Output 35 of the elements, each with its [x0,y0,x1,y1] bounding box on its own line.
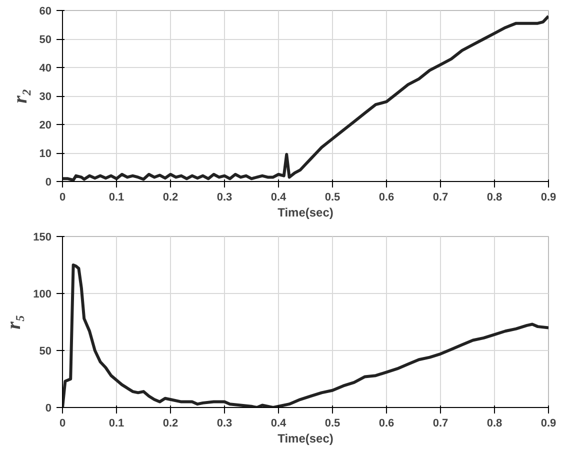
x-tick-label: 0.5 [324,192,340,204]
x-tick-label: 0.2 [162,192,178,204]
x-tick-label: 0.1 [108,192,124,204]
y-tick-label: 0 [45,402,52,414]
x-tick-label: 0.4 [270,418,288,430]
x-tick-label: 0.6 [378,418,394,430]
y-tick-label: 30 [39,91,52,103]
x-tick-label: 0.8 [486,418,502,430]
y-tick-label: 20 [39,120,52,132]
x-axis-title: Time(sec) [278,206,334,220]
x-axis-title: Time(sec) [278,432,334,446]
x-tick-label: 0.9 [540,192,556,204]
x-tick-label: 0.3 [216,192,232,204]
x-tick-label: 0.8 [486,192,502,204]
x-tick-label: 0 [59,418,66,430]
y-tick-label: 40 [39,62,52,74]
x-tick-label: 0.4 [270,192,288,204]
y-tick-label: 50 [39,346,52,358]
y-axis-title: r₂ [9,88,32,104]
x-tick-label: 0.7 [432,192,448,204]
y-tick-label: 100 [33,288,52,300]
x-tick-label: 0.3 [216,418,232,430]
x-tick-label: 0.5 [324,418,340,430]
x-tick-label: 0.9 [540,418,556,430]
y-axis-title: r₅ [3,314,26,330]
x-tick-label: 0 [59,192,66,204]
y-tick-label: 10 [39,148,52,160]
x-tick-label: 0.6 [378,192,394,204]
x-tick-label: 0.2 [162,418,178,430]
y-tick-label: 50 [39,34,52,46]
y-tick-label: 60 [39,6,52,18]
x-tick-label: 0.7 [432,418,448,430]
y-tick-label: 150 [33,232,52,244]
y-tick-label: 0 [45,176,52,188]
x-tick-label: 0.1 [108,418,124,430]
